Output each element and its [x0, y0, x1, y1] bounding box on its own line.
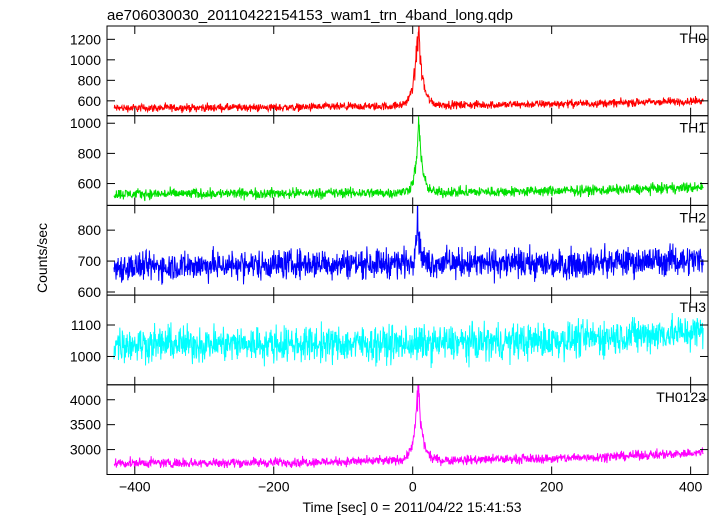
series-th2-line	[113, 205, 704, 285]
x-tick-label: −400	[119, 479, 151, 495]
panel-th0: 600 800 1000 1200 TH0	[70, 25, 709, 117]
y-tick-label: 1000	[70, 52, 101, 68]
y-tick-label: 600	[78, 176, 102, 192]
y-tick-label: 600	[78, 93, 102, 109]
x-tick-label: 0	[409, 479, 417, 495]
series-th0123-line	[113, 384, 704, 469]
y-tick-label: 4000	[70, 392, 101, 408]
panel-th1: 600 800 1000 TH1	[70, 115, 709, 206]
panel-th2: 600 700 800 TH2	[78, 204, 709, 300]
series-th0-line	[113, 26, 704, 114]
y-tick-label: 1000	[70, 115, 101, 131]
panel-label-th3: TH3	[680, 299, 707, 315]
x-tick-label: 200	[540, 479, 564, 495]
panel-frame	[106, 384, 709, 475]
panels: 600 800 1000 1200 TH0 600 800 1000 TH1 600 700 800 T…	[70, 25, 709, 495]
y-tick-label: 800	[78, 145, 102, 161]
panel-th0123: 3000 3500 4000 TH0123	[70, 384, 709, 475]
panel-label-th1: TH1	[680, 120, 707, 136]
chart-title: ae706030030_20110422154153_wam1_trn_4ban…	[107, 7, 513, 24]
panel-th3: 1000 1100 TH3	[70, 294, 709, 386]
y-tick-label: 1100	[71, 317, 101, 333]
series-th3-line	[113, 313, 704, 368]
panel-label-th0: TH0	[680, 30, 707, 46]
panel-label-th2: TH2	[680, 209, 707, 225]
y-tick-label: 3500	[70, 417, 101, 433]
y-tick-label: 800	[78, 222, 102, 238]
y-tick-label: 1200	[70, 31, 101, 47]
y-tick-label: 1000	[70, 348, 101, 364]
y-tick-label: 800	[78, 72, 102, 88]
y-axis-label: Counts/sec	[34, 223, 50, 293]
x-tick-label: 400	[679, 479, 703, 495]
y-tick-label: 600	[78, 284, 102, 300]
x-axis-label: Time [sec] 0 = 2011/04/22 15:41:53	[302, 499, 521, 515]
y-tick-label: 3000	[70, 442, 101, 458]
y-tick-label: 700	[78, 253, 102, 269]
panel-label-th0123: TH0123	[656, 389, 706, 405]
series-th1-line	[113, 116, 704, 202]
x-tick-label: −200	[258, 479, 290, 495]
